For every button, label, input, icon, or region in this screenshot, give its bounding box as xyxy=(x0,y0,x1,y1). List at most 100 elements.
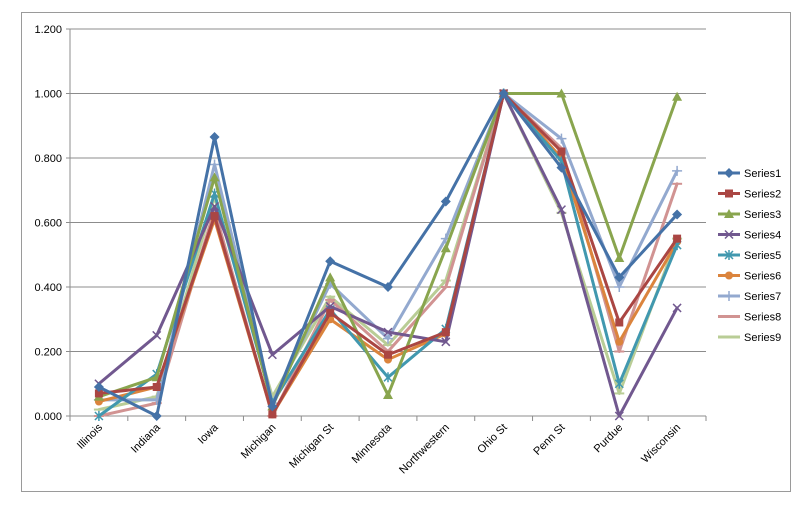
legend-label: Series3 xyxy=(744,209,781,221)
data-point xyxy=(615,337,624,346)
x-tick-label: Michigan xyxy=(239,422,279,462)
data-point xyxy=(440,196,451,207)
data-point xyxy=(94,411,104,421)
y-tick-label: 1.000 xyxy=(34,89,62,101)
data-point xyxy=(441,328,450,337)
data-point xyxy=(210,212,219,221)
data-point xyxy=(326,308,335,317)
data-point xyxy=(673,234,682,243)
data-point xyxy=(556,133,567,144)
data-point xyxy=(725,189,733,198)
series-line xyxy=(97,92,679,416)
y-tick-label: 0.800 xyxy=(34,153,62,165)
data-point xyxy=(672,209,683,220)
data-point xyxy=(725,271,733,280)
series-6 xyxy=(94,89,682,419)
series-lines xyxy=(93,88,683,421)
y-tick-label: 1.200 xyxy=(34,24,62,36)
data-point xyxy=(614,272,625,283)
legend-item: Series3 xyxy=(718,209,781,221)
legend-label: Series7 xyxy=(744,291,781,303)
data-point xyxy=(614,252,625,262)
legend-item: Series2 xyxy=(718,189,781,201)
x-tick-label: Purdue xyxy=(592,422,626,456)
data-point xyxy=(556,205,566,215)
data-point xyxy=(267,401,278,412)
legend-label: Series4 xyxy=(744,230,781,242)
legend: Series1 Series2 Series3 Series4 Series5 Serie… xyxy=(718,168,781,344)
x-tick-label: Illinois xyxy=(75,421,105,451)
data-point xyxy=(556,88,567,98)
legend-item: Series4 xyxy=(718,230,781,242)
data-point xyxy=(383,390,393,400)
legend-item: Series9 xyxy=(718,332,781,344)
y-tick-label: 0.200 xyxy=(34,347,62,359)
data-point xyxy=(724,250,734,260)
y-tick-label: 0.600 xyxy=(34,218,62,230)
data-point xyxy=(267,350,277,360)
series-8 xyxy=(93,92,683,418)
data-point xyxy=(151,411,162,421)
data-point xyxy=(724,291,734,301)
data-point xyxy=(614,411,624,421)
legend-item: Series8 xyxy=(718,312,781,324)
data-point xyxy=(152,330,162,340)
legend-label: Series2 xyxy=(744,189,781,201)
data-point xyxy=(614,282,625,292)
x-tick-label: Iowa xyxy=(196,421,222,447)
legend-item: Series5 xyxy=(718,250,781,262)
data-point xyxy=(383,333,393,344)
data-point xyxy=(615,318,624,327)
x-tick-label: Wisconsin xyxy=(639,422,683,466)
data-point xyxy=(724,168,734,178)
legend-label: Series8 xyxy=(744,312,781,324)
x-tick-label: Ohio St xyxy=(475,422,509,456)
data-point xyxy=(384,350,392,359)
x-tick-label: Northwestern xyxy=(397,422,452,477)
gridlines xyxy=(70,28,706,352)
axes xyxy=(66,28,707,421)
y-tick-label: 0.000 xyxy=(34,411,62,423)
line-chart: 0.000 0.200 0.400 0.600 0.800 1.000 1.200 Illi… xyxy=(34,24,781,476)
legend-label: Series5 xyxy=(744,250,781,262)
legend-label: Series9 xyxy=(744,332,781,344)
data-point xyxy=(614,378,624,389)
data-point xyxy=(724,209,734,218)
data-point xyxy=(209,159,220,170)
data-point xyxy=(209,172,220,182)
legend-label: Series1 xyxy=(744,168,781,180)
x-tick-label: Minnesota xyxy=(350,421,395,466)
y-tick-label: 0.400 xyxy=(34,282,62,294)
data-point xyxy=(557,147,566,156)
data-point xyxy=(383,282,393,292)
y-tick-labels: 0.000 0.200 0.400 0.600 0.800 1.000 1.200 xyxy=(34,24,62,423)
data-point xyxy=(94,389,103,398)
legend-label: Series6 xyxy=(744,271,781,283)
data-point xyxy=(209,132,220,143)
series-1 xyxy=(93,88,683,421)
x-tick-labels: Illinois Indiana Iowa Michigan Michigan St Mi… xyxy=(75,421,683,476)
data-point xyxy=(152,382,161,391)
data-point xyxy=(325,256,336,267)
data-point xyxy=(383,327,393,337)
data-point xyxy=(441,337,451,347)
data-point xyxy=(672,165,683,176)
data-point xyxy=(93,381,104,392)
data-point xyxy=(268,410,277,419)
data-point xyxy=(672,303,682,313)
data-point xyxy=(556,162,567,173)
data-point xyxy=(498,88,509,99)
data-point xyxy=(724,229,734,240)
chart-frame: 0.000 0.200 0.400 0.600 0.800 1.000 1.200 Illi… xyxy=(21,12,791,492)
data-point xyxy=(672,91,683,101)
legend-item: Series1 xyxy=(718,168,781,180)
legend-item: Series6 xyxy=(718,271,781,283)
data-point xyxy=(383,372,393,383)
legend-item: Series7 xyxy=(718,291,781,303)
x-tick-label: Penn St xyxy=(531,422,567,458)
x-tick-label: Michigan St xyxy=(287,422,336,471)
data-point xyxy=(210,201,220,211)
x-tick-label: Indiana xyxy=(129,421,164,456)
data-point xyxy=(325,272,336,282)
data-point xyxy=(440,243,451,253)
